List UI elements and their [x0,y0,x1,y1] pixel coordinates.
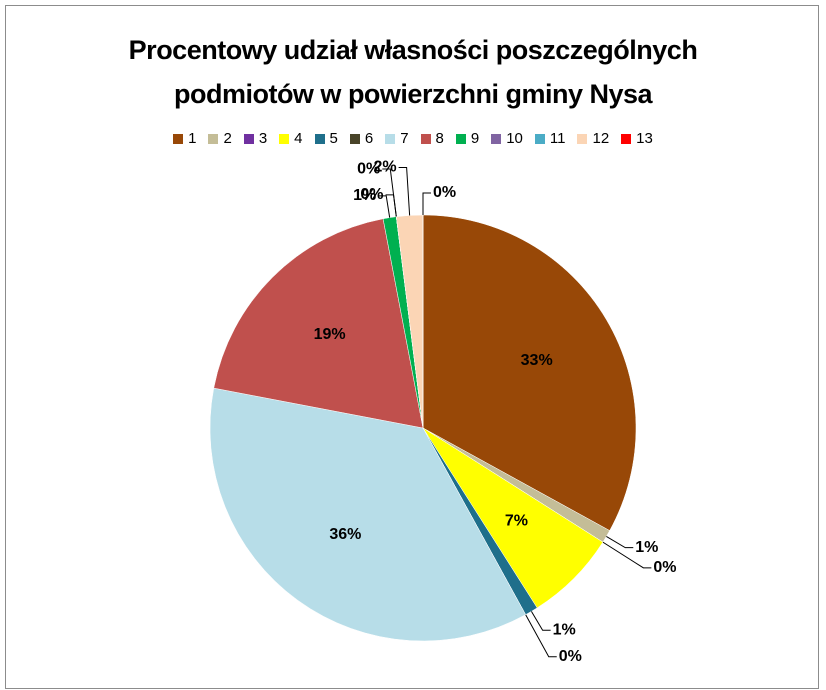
chart-frame [5,5,819,689]
legend-label: 2 [223,130,232,147]
leader-line [525,614,557,658]
legend-item: 2 [208,130,232,147]
legend-swatch [243,133,254,144]
legend-label: 10 [506,130,523,147]
legend-label: 9 [470,130,480,147]
data-label: 0% [559,648,582,665]
legend-label: 6 [364,130,374,147]
legend-item: 9 [455,130,480,147]
legend-item: 8 [420,130,444,147]
leader-line [382,168,397,217]
legend-label: 4 [294,130,303,147]
data-label: 1% [353,187,376,204]
legend-swatch [491,133,502,144]
data-label: 2% [373,159,396,176]
legend-swatch [349,133,360,144]
chart-title: Procentowy udział własności poszczególny… [128,35,698,109]
leader-line [606,535,634,549]
pie-slice [422,214,637,531]
pie-slice [213,218,424,429]
legend-item: 11 [534,130,566,147]
legend-swatch [208,133,219,144]
legend-label: 3 [258,130,268,147]
legend-label: 13 [636,130,653,147]
leader-line [398,167,411,216]
data-label: 0% [433,184,456,201]
data-label: 1% [635,539,658,556]
legend-item: 1 [173,130,196,147]
legend-swatch [455,133,466,144]
leader-line [602,541,652,569]
legend-label: 8 [435,130,444,147]
legend-item: 6 [349,130,374,147]
legend-swatch [621,133,632,144]
legend-item: 5 [314,130,338,147]
data-label: 7% [505,513,528,530]
legend-swatch [577,133,588,144]
legend-swatch [385,133,396,144]
legend-item: 4 [279,130,303,147]
legend-item: 3 [243,130,268,147]
data-label: 0% [360,186,383,203]
legend-swatch [173,133,184,144]
legend-swatch [420,133,431,144]
legend-swatch [534,133,545,144]
legend-item: 13 [621,130,653,147]
data-label: 19% [314,326,346,343]
data-label: 1% [553,621,576,638]
legend: 1 2 3 4 5 6 7 8 9 10 11 12 13 [0,130,826,147]
legend-label: 11 [549,130,566,147]
leader-line [530,611,551,631]
legend-label: 1 [188,130,197,147]
legend-item: 10 [491,130,523,147]
leader-line [422,192,431,215]
data-label: 0% [357,160,380,177]
data-label: 36% [329,526,361,543]
leader-line [378,195,391,218]
legend-label: 5 [329,130,338,147]
legend-item: 12 [577,130,609,147]
legend-swatch [279,133,290,144]
legend-label: 7 [400,130,409,147]
leader-line [385,194,397,217]
data-label: 0% [653,559,676,576]
legend-swatch [314,133,325,144]
legend-label: 12 [592,130,610,147]
legend-item: 7 [385,130,409,147]
data-label: 33% [521,352,553,369]
pie-slice [209,387,526,642]
